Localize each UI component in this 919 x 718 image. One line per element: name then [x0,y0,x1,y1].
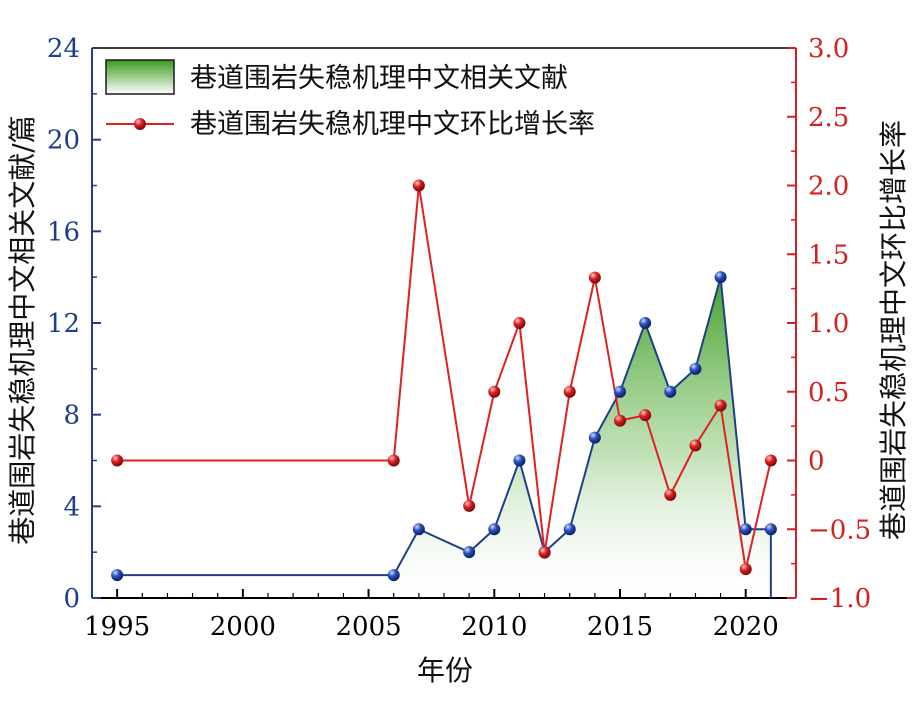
left-tick-label: 20 [47,126,80,156]
growth-rate-point [588,271,601,284]
x-axis-title: 年份 [417,654,473,687]
growth-rate-point [387,454,400,467]
x-tick-label: 2010 [461,612,527,642]
literature-point [764,523,777,536]
x-axis: 1995 2000 2005 2010 2015 2020 [84,589,779,642]
x-tick-label: 2020 [713,612,779,642]
right-tick-label: 1.0 [808,309,849,339]
growth-rate-point [714,399,727,412]
literature-point [563,523,576,536]
growth-rate-point [664,488,677,501]
literature-area-fill [393,277,771,598]
growth-rate-point [412,179,425,192]
right-tick-label: 2.0 [808,172,849,202]
literature-point [111,569,124,582]
series-markers [111,179,777,582]
literature-point [463,546,476,559]
right-axis: −1.0 −0.5 0 0.5 1.0 1.5 2.0 2.5 3.0 [787,34,871,614]
right-tick-label: 0 [808,447,825,477]
literature-point [488,523,501,536]
right-tick-label: −1.0 [808,584,871,614]
right-tick-label: −0.5 [808,515,871,545]
growth-rate-point [764,454,777,467]
right-tick-label: 3.0 [808,34,849,64]
legend-area-swatch [105,59,175,95]
growth-rate-line [117,185,772,570]
left-tick-label: 4 [63,492,80,522]
right-axis-title: 巷道围岩失稳机理中文环比增长率 [877,120,910,540]
literature-point [614,385,626,398]
literature-point [689,362,702,375]
right-tick-label: 0.5 [808,378,849,408]
left-axis-title: 巷道围岩失稳机理中文相关文献/篇 [6,115,39,544]
literature-point [412,523,425,536]
x-tick-label: 2000 [210,612,276,642]
legend-area-label: 巷道围岩失稳机理中文相关文献 [190,63,568,94]
literature-line [117,276,771,577]
growth-rate-point [463,499,476,512]
legend-line-marker [134,118,146,130]
right-tick-label: 1.5 [808,240,849,270]
growth-rate-point [689,439,702,452]
growth-rate-point [111,454,124,467]
literature-point [588,431,601,444]
literature-point [639,317,652,329]
growth-rate-point [538,546,551,559]
left-tick-label: 12 [47,309,80,339]
left-tick-label: 24 [47,34,80,64]
literature-point [664,385,677,398]
growth-rate-point [513,317,526,329]
literature-point [387,569,400,582]
growth-rate-point [614,414,626,427]
left-tick-label: 8 [63,401,80,431]
growth-rate-point [488,385,501,398]
left-axis: 0 4 8 12 16 20 24 [47,34,101,614]
growth-rate-point [739,563,752,576]
x-tick-label: 1995 [84,612,150,642]
literature-point [739,523,752,536]
right-tick-label: 2.5 [808,103,849,133]
series-lines [117,185,772,598]
growth-rate-point [563,385,576,398]
area-layer [393,277,771,598]
legend-line-label: 巷道围岩失稳机理中文环比增长率 [190,109,595,140]
x-tick-label: 2015 [587,612,653,642]
left-tick-label: 0 [63,584,80,614]
left-tick-label: 16 [47,217,80,247]
literature-point [513,454,526,467]
growth-rate-point [639,409,652,422]
legend: 巷道围岩失稳机理中文相关文献 巷道围岩失稳机理中文环比增长率 [105,59,595,140]
literature-point [714,271,727,284]
x-tick-label: 2005 [335,612,401,642]
